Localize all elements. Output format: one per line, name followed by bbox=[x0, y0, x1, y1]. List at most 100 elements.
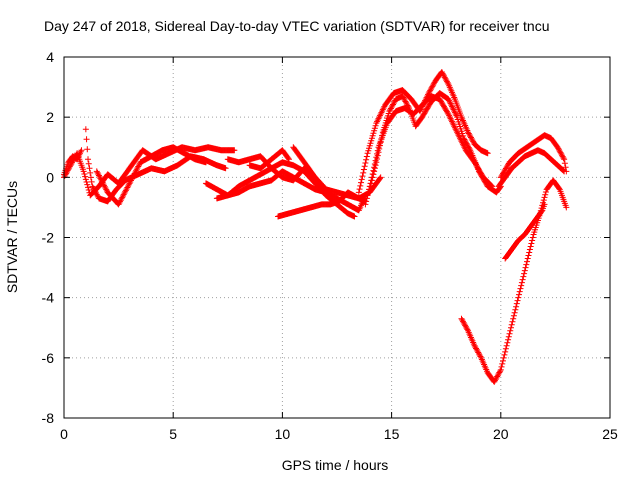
data-point-interp bbox=[520, 273, 527, 280]
data-point-interp bbox=[473, 346, 480, 353]
data-point-interp bbox=[402, 98, 409, 105]
data-point-interp bbox=[83, 136, 90, 143]
data-point bbox=[399, 93, 406, 100]
data-point-interp bbox=[474, 164, 481, 171]
data-point bbox=[368, 174, 375, 181]
data-point-interp bbox=[439, 101, 446, 108]
data-point-interp bbox=[529, 237, 536, 244]
data-point-interp bbox=[430, 80, 437, 87]
data-point bbox=[497, 366, 504, 373]
data-point-interp bbox=[462, 322, 469, 329]
x-tick-labels: 0 5 10 15 20 25 bbox=[60, 426, 618, 442]
data-point-interp bbox=[130, 173, 137, 180]
data-point-interp bbox=[102, 185, 109, 192]
data-point-interp bbox=[438, 98, 445, 105]
data-point-interp bbox=[512, 306, 519, 313]
data-point-interp bbox=[527, 243, 534, 250]
data-point-interp bbox=[476, 352, 483, 359]
data-point-interp bbox=[505, 333, 512, 340]
data-point-interp bbox=[93, 190, 100, 197]
data-point-interp bbox=[529, 234, 536, 241]
data-point-interp bbox=[400, 95, 407, 102]
data-point-interp bbox=[525, 252, 532, 259]
data-point-interp bbox=[84, 181, 91, 188]
data-point-interp bbox=[473, 163, 480, 170]
data-point-interp bbox=[524, 255, 531, 262]
data-point-interp bbox=[466, 131, 473, 138]
data-point-interp bbox=[555, 145, 562, 152]
data-point-interp bbox=[366, 186, 373, 193]
data-point-interp bbox=[361, 163, 368, 170]
data-point-interp bbox=[368, 177, 375, 184]
data-point-interp bbox=[98, 178, 105, 185]
chart-title: Day 247 of 2018, Sidereal Day-to-day VTE… bbox=[44, 18, 550, 34]
data-point-interp bbox=[464, 326, 471, 333]
x-axis-label: GPS time / hours bbox=[282, 457, 389, 473]
grid-lines bbox=[64, 57, 610, 418]
data-point-interp bbox=[101, 182, 108, 189]
data-point-interp bbox=[478, 170, 485, 177]
data-point-interp bbox=[499, 360, 506, 367]
data-point-interp bbox=[373, 154, 380, 161]
data-point-interp bbox=[472, 344, 479, 351]
data-point bbox=[386, 108, 393, 115]
series-track-e bbox=[202, 168, 369, 214]
data-point-interp bbox=[541, 194, 548, 201]
data-point bbox=[85, 156, 92, 163]
data-point-interp bbox=[522, 264, 529, 271]
data-point-interp bbox=[133, 166, 140, 173]
data-point-interp bbox=[425, 104, 431, 111]
data-point-interp bbox=[507, 324, 514, 331]
data-point-interp bbox=[91, 187, 98, 194]
data-point-interp bbox=[475, 349, 482, 356]
data-point-interp bbox=[500, 169, 507, 176]
data-point-interp bbox=[95, 172, 102, 179]
data-point-interp bbox=[87, 169, 94, 176]
data-point-interp bbox=[389, 102, 396, 109]
data-point bbox=[419, 114, 426, 121]
data-point-interp bbox=[370, 167, 377, 174]
data-point-interp bbox=[496, 369, 503, 376]
data-point-interp bbox=[441, 74, 448, 81]
data-point-interp bbox=[128, 176, 135, 183]
x-tick-label: 20 bbox=[493, 426, 509, 442]
data-point-interp bbox=[441, 103, 448, 110]
data-point-interp bbox=[371, 164, 378, 171]
data-point-interp bbox=[430, 82, 437, 89]
data-point-interp bbox=[491, 377, 498, 384]
data-point-interp bbox=[98, 176, 105, 183]
data-point-interp bbox=[506, 330, 513, 337]
data-point-interp bbox=[560, 154, 567, 161]
data-point-interp bbox=[127, 177, 134, 184]
data-point-interp bbox=[502, 166, 509, 173]
data-point-interp bbox=[93, 191, 100, 198]
data-point-interp bbox=[369, 170, 376, 177]
data-point-interp bbox=[556, 185, 563, 192]
data-point-interp bbox=[366, 142, 373, 149]
data-marks bbox=[61, 69, 570, 385]
data-point-interp bbox=[560, 167, 567, 174]
data-point-interp bbox=[374, 150, 381, 157]
data-point-interp bbox=[440, 102, 447, 109]
data-point-interp bbox=[440, 71, 447, 78]
data-point-interp bbox=[504, 163, 511, 170]
data-point-interp bbox=[474, 348, 481, 355]
y-axis-label: SDTVAR / TECUs bbox=[4, 181, 20, 293]
y-tick-label: -6 bbox=[42, 350, 55, 366]
data-point-interp bbox=[387, 105, 394, 112]
x-tick-label: 25 bbox=[602, 426, 618, 442]
data-point-interp bbox=[101, 183, 108, 190]
data-point-interp bbox=[558, 150, 565, 157]
data-point-interp bbox=[492, 376, 499, 383]
data-point bbox=[524, 258, 531, 265]
data-point bbox=[231, 147, 238, 154]
data-point-interp bbox=[494, 372, 501, 379]
data-point-interp bbox=[501, 168, 508, 175]
data-point bbox=[541, 201, 548, 208]
data-point-interp bbox=[401, 97, 408, 104]
data-point-interp bbox=[117, 198, 124, 205]
data-point bbox=[222, 165, 229, 172]
data-point-interp bbox=[427, 87, 434, 94]
series-track-q bbox=[61, 147, 85, 178]
data-point-interp bbox=[467, 133, 474, 140]
